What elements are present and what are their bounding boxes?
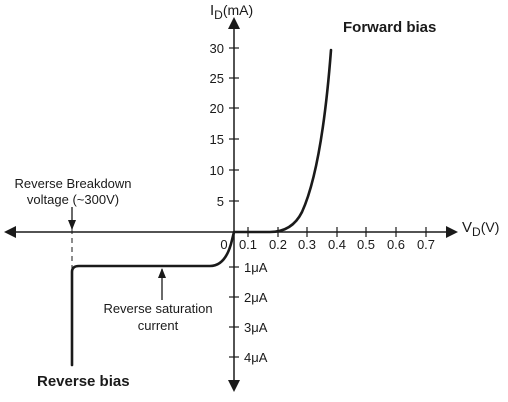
- y-tick-label: 15: [210, 132, 224, 147]
- saturation-label-line2: current: [138, 318, 179, 333]
- origin-label: 0: [220, 237, 227, 252]
- y-tick-label: 10: [210, 163, 224, 178]
- y-tick-label: 4μA: [244, 350, 268, 365]
- x-axis-label: VD(V): [462, 219, 499, 239]
- x-tick-label: 0.4: [328, 237, 346, 252]
- x-tick-label: 0.1: [239, 237, 257, 252]
- x-axis-arrow-left: [4, 226, 16, 238]
- y-tick-labels-positive: 30 25 20 15 10 5: [210, 41, 224, 209]
- x-tick-label: 0.5: [357, 237, 375, 252]
- x-tick-labels: 0 0.1 0.2 0.3 0.4 0.5 0.6 0.7: [220, 237, 435, 252]
- forward-bias-label: Forward bias: [343, 19, 436, 36]
- breakdown-label-line1: Reverse Breakdown: [14, 176, 131, 191]
- x-tick-label: 0.7: [417, 237, 435, 252]
- y-tick-label: 1μA: [244, 260, 268, 275]
- y-tick-labels-negative: 1μA 2μA 3μA 4μA: [244, 260, 268, 365]
- y-tick-label: 20: [210, 101, 224, 116]
- y-axis-arrow-bottom: [228, 380, 240, 392]
- y-tick-label: 30: [210, 41, 224, 56]
- y-axis-arrow-top: [228, 17, 240, 29]
- x-axis-arrow-right: [446, 226, 458, 238]
- x-tick-label: 0.2: [269, 237, 287, 252]
- y-tick-label: 2μA: [244, 290, 268, 305]
- breakdown-label-line2: voltage (~300V): [27, 192, 119, 207]
- y-tick-label: 3μA: [244, 320, 268, 335]
- saturation-label-line1: Reverse saturation: [103, 301, 212, 316]
- x-tick-label: 0.6: [387, 237, 405, 252]
- y-axis-label: ID(mA): [210, 2, 253, 22]
- y-tick-label: 5: [217, 194, 224, 209]
- reverse-bias-label: Reverse bias: [37, 373, 130, 390]
- iv-curve: [72, 50, 331, 365]
- y-tick-label: 25: [210, 71, 224, 86]
- x-tick-label: 0.3: [298, 237, 316, 252]
